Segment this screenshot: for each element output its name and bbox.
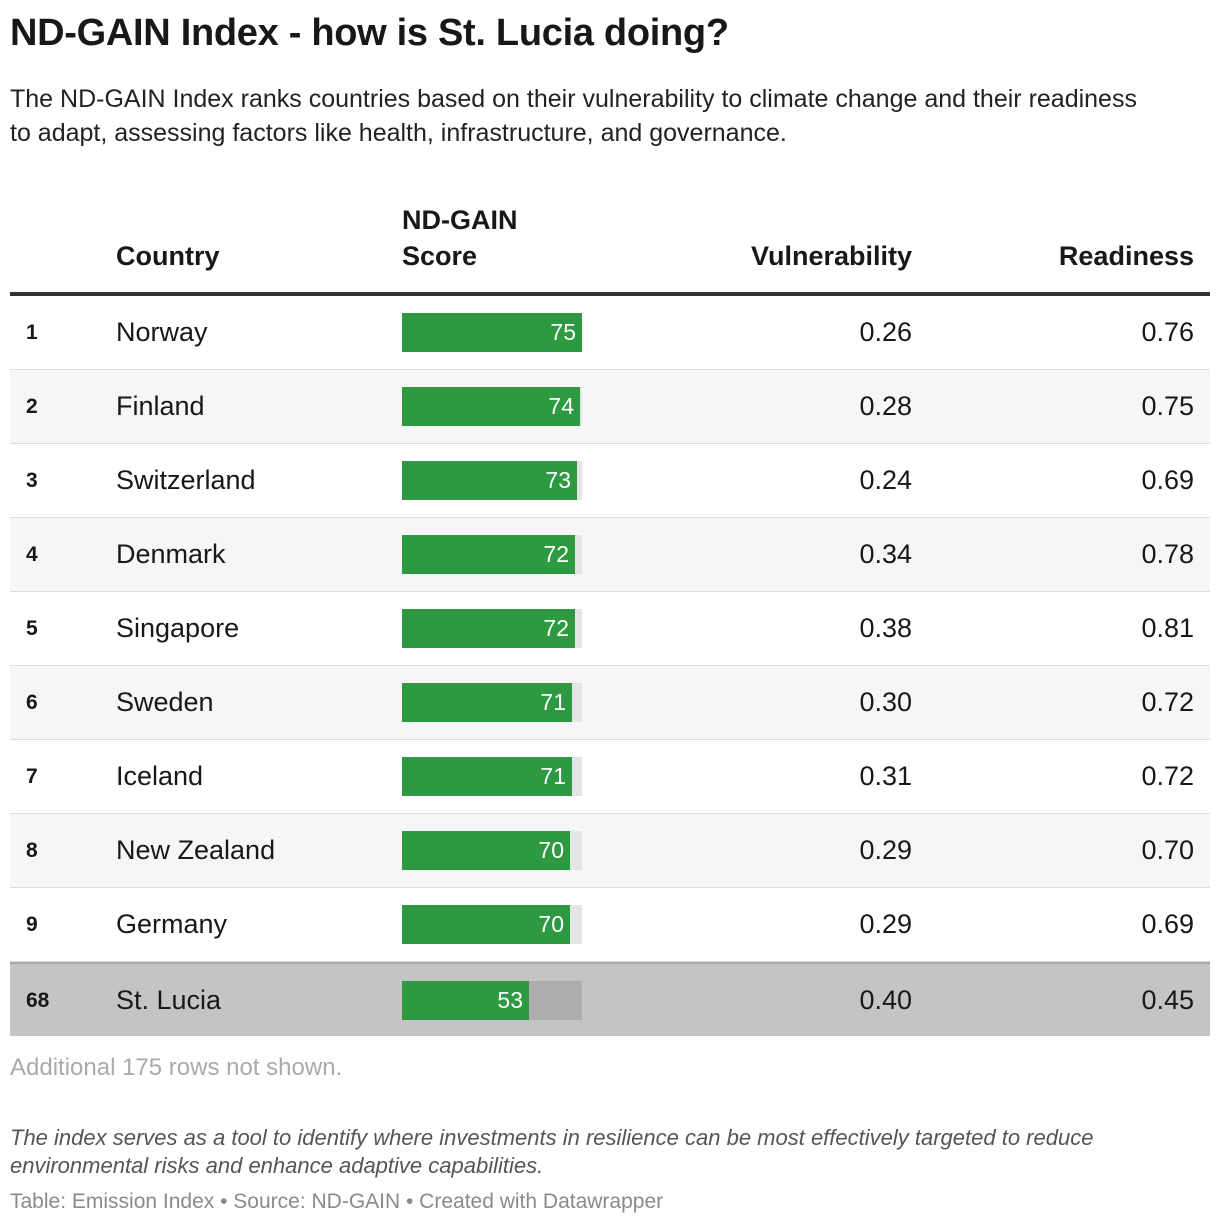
score-bar: 75 — [402, 313, 582, 352]
score-bar: 71 — [402, 757, 572, 796]
table-row: 4 Denmark 72 0.34 0.78 — [10, 518, 1210, 592]
vulnerability-cell: 0.26 — [859, 317, 912, 347]
country-cell: St. Lucia — [116, 985, 222, 1015]
score-bar-track: 73 — [402, 461, 582, 500]
header-score-line2: Score — [402, 241, 478, 271]
table-row: 3 Switzerland 73 0.24 0.69 — [10, 444, 1210, 518]
chart-title: ND-GAIN Index - how is St. Lucia doing? — [10, 12, 729, 54]
table-row: 5 Singapore 72 0.38 0.81 — [10, 592, 1210, 666]
score-bar-track: 70 — [402, 831, 582, 870]
rank-cell: 4 — [26, 543, 38, 566]
country-cell: Singapore — [116, 613, 240, 643]
score-value-label: 70 — [538, 911, 564, 937]
score-bar: 70 — [402, 831, 570, 870]
readiness-cell: 0.78 — [1141, 539, 1194, 569]
vulnerability-cell: 0.38 — [859, 613, 912, 643]
header-vulnerability[interactable]: Vulnerability — [750, 241, 912, 271]
table-row: 8 New Zealand 70 0.29 0.70 — [10, 814, 1210, 888]
table-row-highlighted: 68 St. Lucia 53 0.40 0.45 — [10, 962, 1210, 1036]
rank-cell: 8 — [26, 839, 38, 862]
vulnerability-cell: 0.40 — [859, 985, 912, 1015]
vulnerability-cell: 0.34 — [859, 539, 912, 569]
score-bar-track: 74 — [402, 387, 582, 426]
table-body: 1 Norway 75 0.26 0.76 2 Finland 74 0.28 0.75 3 Swit… — [10, 296, 1210, 1036]
score-value-label: 75 — [550, 319, 576, 345]
readiness-cell: 0.75 — [1141, 391, 1194, 421]
vulnerability-cell: 0.30 — [859, 687, 912, 717]
rank-cell: 2 — [26, 395, 38, 418]
rank-cell: 7 — [26, 765, 38, 788]
credit-line: Table: Emission Index • Source: ND-GAIN … — [10, 1190, 664, 1213]
readiness-cell: 0.81 — [1141, 613, 1194, 643]
table-row: 9 Germany 70 0.29 0.69 — [10, 888, 1210, 962]
vulnerability-cell: 0.31 — [859, 761, 912, 791]
rank-cell: 3 — [26, 469, 38, 492]
score-value-label: 53 — [497, 987, 523, 1013]
score-value-label: 71 — [540, 689, 566, 715]
vulnerability-cell: 0.24 — [859, 465, 912, 495]
readiness-cell: 0.72 — [1141, 761, 1194, 791]
table-row: 7 Iceland 71 0.31 0.72 — [10, 740, 1210, 814]
country-cell: Finland — [116, 391, 205, 421]
readiness-cell: 0.72 — [1141, 687, 1194, 717]
header-country[interactable]: Country — [116, 241, 220, 271]
score-bar: 72 — [402, 535, 575, 574]
score-value-label: 71 — [540, 763, 566, 789]
table-row: 2 Finland 74 0.28 0.75 — [10, 370, 1210, 444]
rank-cell: 5 — [26, 617, 38, 640]
country-cell: Norway — [116, 317, 208, 347]
country-cell: Iceland — [116, 761, 204, 791]
readiness-cell: 0.69 — [1141, 909, 1194, 939]
score-bar-track: 72 — [402, 535, 582, 574]
country-cell: Switzerland — [116, 465, 256, 495]
table-row: 1 Norway 75 0.26 0.76 — [10, 296, 1210, 370]
vulnerability-cell: 0.28 — [859, 391, 912, 421]
score-bar: 72 — [402, 609, 575, 648]
readiness-cell: 0.76 — [1141, 317, 1194, 347]
score-bar-track: 53 — [402, 981, 582, 1020]
score-bar-track: 75 — [402, 313, 582, 352]
score-bar: 73 — [402, 461, 577, 500]
chart-subtitle: The ND-GAIN Index ranks countries based … — [10, 85, 1137, 147]
table-header: Country ND-GAIN Score Vulnerability Read… — [10, 200, 1210, 296]
rank-cell: 9 — [26, 913, 38, 936]
readiness-cell: 0.70 — [1141, 835, 1194, 865]
footnote: The index serves as a tool to identify w… — [10, 1125, 1094, 1178]
score-bar-track: 70 — [402, 905, 582, 944]
country-cell: Denmark — [116, 539, 226, 569]
vulnerability-cell: 0.29 — [859, 909, 912, 939]
score-bar-track: 72 — [402, 609, 582, 648]
country-cell: Germany — [116, 909, 228, 939]
score-bar: 70 — [402, 905, 570, 944]
score-bar: 71 — [402, 683, 572, 722]
score-bar-track: 71 — [402, 683, 582, 722]
score-bar-track: 71 — [402, 757, 582, 796]
vulnerability-cell: 0.29 — [859, 835, 912, 865]
readiness-cell: 0.45 — [1141, 985, 1194, 1015]
country-cell: Sweden — [116, 687, 214, 717]
rank-cell: 1 — [26, 321, 38, 344]
header-readiness[interactable]: Readiness — [1058, 241, 1194, 271]
score-value-label: 72 — [543, 541, 569, 567]
header-score-line1: ND-GAIN — [402, 205, 518, 235]
header-score[interactable]: ND-GAIN Score — [402, 202, 582, 274]
score-value-label: 73 — [545, 467, 571, 493]
score-bar: 74 — [402, 387, 580, 426]
rank-cell: 68 — [26, 989, 50, 1012]
rank-cell: 6 — [26, 691, 38, 714]
readiness-cell: 0.69 — [1141, 465, 1194, 495]
table-row: 6 Sweden 71 0.30 0.72 — [10, 666, 1210, 740]
score-bar: 53 — [402, 981, 529, 1020]
score-value-label: 72 — [543, 615, 569, 641]
rows-not-shown-note: Additional 175 rows not shown. — [10, 1054, 343, 1081]
country-cell: New Zealand — [116, 835, 276, 865]
score-value-label: 74 — [548, 393, 574, 419]
score-value-label: 70 — [538, 837, 564, 863]
